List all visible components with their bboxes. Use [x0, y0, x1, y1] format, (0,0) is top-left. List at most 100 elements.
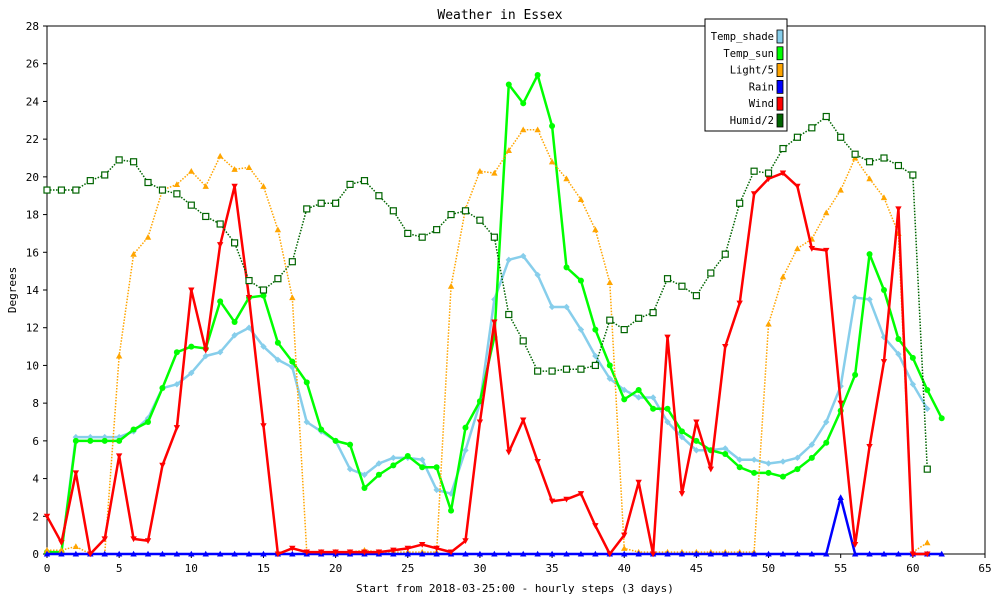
data-point	[794, 466, 801, 473]
data-point	[188, 168, 195, 174]
data-point	[159, 385, 166, 392]
data-point	[837, 400, 844, 407]
x-tick-label: 15	[257, 562, 270, 575]
y-tick-label: 6	[32, 435, 39, 448]
data-point	[664, 334, 671, 341]
data-point	[678, 428, 685, 435]
data-point	[390, 454, 397, 462]
data-point	[678, 282, 686, 290]
data-point	[43, 547, 51, 553]
data-point	[144, 550, 152, 557]
data-point	[317, 549, 325, 556]
data-point	[58, 550, 65, 557]
data-point	[577, 365, 585, 373]
data-point	[562, 365, 571, 373]
y-tick-label: 10	[26, 359, 39, 372]
data-point	[476, 216, 484, 224]
data-point	[72, 543, 80, 550]
data-point	[707, 269, 715, 277]
data-point	[505, 550, 512, 557]
data-point	[823, 439, 830, 446]
data-point	[419, 550, 426, 557]
y-tick-label: 12	[26, 322, 39, 335]
data-point	[231, 319, 238, 326]
data-point	[115, 550, 123, 557]
data-point	[750, 191, 758, 198]
data-point	[765, 320, 772, 327]
data-point	[924, 386, 931, 393]
data-point	[419, 464, 426, 471]
data-point	[476, 398, 483, 405]
data-point	[866, 550, 873, 557]
data-point	[895, 206, 902, 213]
data-point	[130, 426, 137, 433]
data-point	[389, 207, 397, 215]
data-point	[577, 277, 584, 284]
data-point	[664, 550, 671, 557]
y-tick-label: 20	[26, 171, 39, 184]
data-point	[390, 550, 397, 557]
legend-label: Temp_shade	[711, 31, 774, 43]
data-point	[866, 251, 873, 258]
data-point	[101, 437, 108, 444]
data-point	[650, 405, 657, 412]
chart-title: Weather in Essex	[437, 8, 562, 23]
data-point	[837, 382, 844, 390]
data-point	[678, 550, 686, 557]
data-point	[216, 550, 224, 557]
x-tick-label: 0	[44, 562, 51, 575]
data-point	[187, 201, 195, 209]
data-point	[231, 166, 238, 172]
data-point	[43, 186, 51, 194]
data-point	[260, 343, 267, 350]
data-point	[462, 538, 469, 544]
data-point	[880, 550, 888, 557]
data-point	[433, 464, 440, 471]
data-point	[260, 183, 267, 189]
data-point	[173, 381, 181, 388]
data-point	[505, 256, 512, 264]
data-point	[433, 486, 440, 494]
data-point	[880, 359, 888, 365]
series-rain	[43, 494, 945, 557]
data-point	[765, 460, 772, 467]
x-tick-label: 45	[690, 562, 703, 575]
data-point	[837, 494, 844, 500]
data-point	[462, 424, 469, 431]
legend-box	[704, 18, 788, 132]
data-point	[649, 309, 657, 317]
data-point	[736, 456, 743, 463]
data-point	[130, 550, 137, 557]
data-point	[620, 326, 628, 334]
data-point	[663, 275, 672, 283]
data-point	[808, 441, 816, 448]
data-point	[750, 167, 758, 175]
data-point	[750, 550, 758, 557]
data-point	[490, 233, 498, 241]
data-point	[145, 419, 152, 425]
data-point	[202, 352, 209, 360]
data-point	[217, 298, 224, 305]
data-point	[115, 156, 123, 164]
data-point	[808, 550, 816, 557]
data-point	[72, 550, 80, 557]
data-point	[419, 542, 426, 548]
data-point	[332, 437, 339, 444]
data-point	[86, 177, 94, 185]
data-point	[188, 287, 195, 294]
data-point	[823, 247, 830, 254]
data-point	[101, 536, 108, 543]
data-point	[173, 550, 181, 557]
data-point	[303, 379, 310, 386]
data-point	[159, 462, 166, 469]
data-point	[347, 441, 354, 448]
data-point	[779, 458, 787, 465]
data-point	[563, 496, 570, 503]
data-point	[692, 292, 700, 300]
data-point	[563, 264, 570, 271]
data-point	[231, 332, 238, 339]
x-axis-label: Start from 2018-03-25:00 - hourly steps …	[356, 582, 674, 595]
data-point	[823, 418, 830, 426]
data-point	[519, 337, 527, 345]
data-point	[274, 551, 282, 558]
